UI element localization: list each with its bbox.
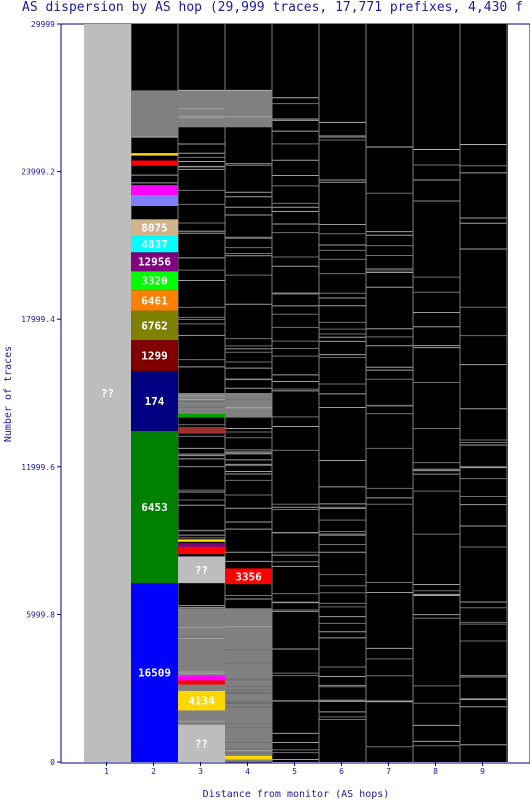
as-band-hop3-17	[178, 690, 225, 711]
x-tick-label: 2	[151, 767, 156, 776]
x-axis-label: Distance from monitor (AS hops)	[203, 789, 390, 800]
y-axis-label: Number of traces	[3, 346, 14, 442]
as-label-4: 1299	[141, 349, 168, 362]
as-labels-layer: ?? 16509 6453 174 1299 6762 6461 3320 12956 4837 8…	[101, 222, 262, 751]
chart-title: AS dispersion by AS hop (29,999 traces, …	[22, 0, 523, 15]
y-tick-label: 23999.2	[21, 168, 55, 177]
as-band-hop2-5	[131, 310, 178, 341]
as-label-10: 8075	[141, 222, 168, 235]
as-label-2: 6453	[141, 501, 168, 514]
x-tick-label: 9	[480, 767, 485, 776]
as-band-hop2-14	[131, 153, 178, 156]
as-band-hop1-0	[84, 24, 131, 762]
as-label-17: 4134	[188, 695, 215, 708]
as-band-hop3-21	[178, 546, 225, 555]
as-label-1: 16509	[138, 667, 171, 680]
as-band-hop2-12	[131, 185, 178, 195]
x-tick-label: 8	[433, 767, 438, 776]
as-band-hop2-4	[131, 340, 178, 371]
grey-region-4	[225, 608, 272, 762]
grey-region-0	[131, 90, 178, 138]
as-band-hop2-9	[131, 236, 178, 253]
y-tick-label: 0	[50, 758, 55, 767]
x-tick-label: 5	[292, 767, 297, 776]
as-band-hop2-11	[131, 194, 178, 207]
as-band-hop2-2	[131, 430, 178, 584]
as-band-hop4-26	[225, 568, 272, 585]
x-tick-label: 4	[245, 767, 250, 776]
grey-region-5	[178, 392, 225, 418]
y-tick-label: 5999.8	[26, 610, 55, 619]
as-band-hop3-20	[178, 556, 225, 584]
x-tick-label: 3	[198, 767, 203, 776]
as-band-hop3-24	[178, 427, 225, 434]
grey-region-2	[225, 90, 272, 128]
as-label-8: 12956	[138, 256, 171, 269]
as-label-5: 6762	[141, 319, 168, 332]
x-tick-label: 6	[339, 767, 344, 776]
y-tick-label: 17999.4	[21, 315, 55, 324]
as-band-hop2-3	[131, 370, 178, 431]
separator-lines-layer	[130, 24, 508, 763]
as-label-16: ??	[195, 737, 208, 750]
as-label-26: 3356	[235, 570, 262, 583]
as-band-hop2-6	[131, 290, 178, 311]
as-label-6: 6461	[141, 294, 168, 307]
as-band-hop3-23	[178, 539, 225, 542]
as-label-0: ??	[101, 387, 114, 400]
x-tick-label: 1	[104, 767, 109, 776]
as-band-hop2-7	[131, 271, 178, 291]
y-tick-label: 29999	[31, 20, 55, 29]
as-band-hop3-22	[178, 543, 225, 547]
grey-region-6	[225, 392, 272, 418]
as-band-hop3-16	[178, 724, 225, 762]
as-band-hop3-18	[178, 680, 225, 685]
y-tick-label: 11999.6	[21, 463, 55, 472]
as-band-hop2-13	[131, 160, 178, 166]
as-label-3: 174	[145, 395, 165, 408]
as-bands-layer	[84, 24, 272, 762]
as-label-9: 4837	[141, 238, 168, 251]
as-band-hop3-25	[178, 413, 225, 418]
as-label-7: 3320	[141, 275, 168, 288]
as-band-hop2-1	[131, 583, 178, 762]
as-band-hop4-27	[225, 755, 272, 760]
as-band-hop2-10	[131, 219, 178, 237]
x-tick-label: 7	[386, 767, 391, 776]
as-label-20: ??	[195, 564, 208, 577]
as-band-hop3-19	[178, 675, 225, 681]
as-band-hop2-8	[131, 252, 178, 272]
